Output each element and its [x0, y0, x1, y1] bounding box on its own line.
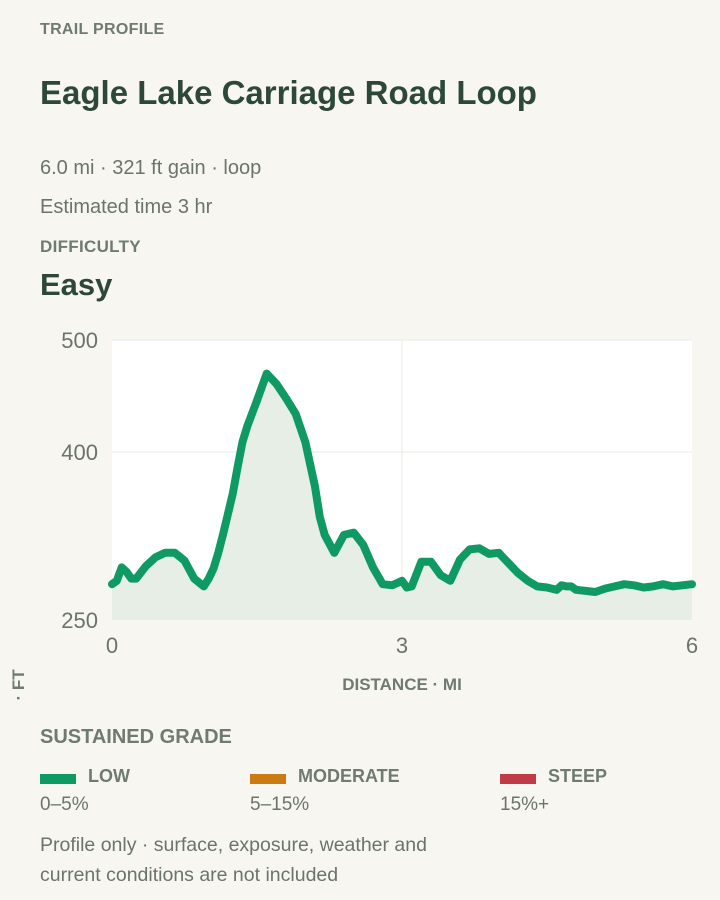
- grid-lines: [112, 339, 692, 620]
- legend-range-steep: 15%+: [500, 794, 550, 815]
- legend-swatch-steep: [500, 774, 536, 784]
- trail-title: Eagle Lake Carriage Road Loop: [40, 74, 537, 111]
- legend-swatch-moderate: [250, 774, 286, 784]
- legend-name-moderate: MODERATE: [298, 766, 400, 786]
- x-tick-label: 0: [106, 633, 118, 658]
- x-tick-label: 3: [396, 633, 408, 658]
- trail-stats: 6.0 mi · 321 ft gain · loop: [40, 157, 262, 179]
- axis-ticks: 250 400 500 0 3 6: [61, 328, 698, 658]
- y-tick-label: 400: [61, 440, 98, 465]
- legend-swatch-low: [40, 774, 76, 784]
- y-axis-label: ELEVATION · FT: [9, 669, 28, 700]
- elevation-line: [108, 369, 696, 596]
- elevation-chart: 250 400 500 0 3 6 ELEVATION · FT DISTANCE · M…: [9, 328, 698, 700]
- elevation-area: [112, 373, 692, 620]
- footnote: Profile only · surface, exposure, weathe…: [40, 834, 427, 886]
- x-tick-label: 6: [686, 633, 698, 658]
- x-axis-label: DISTANCE · MI: [342, 675, 462, 694]
- difficulty-value: Easy: [40, 267, 113, 302]
- legend-name-low: LOW: [88, 766, 130, 786]
- legend-name-steep: STEEP: [548, 766, 608, 786]
- legend-range-low: 0–5%: [40, 794, 89, 815]
- y-tick-label: 500: [61, 328, 98, 353]
- eyebrow-label: TRAIL PROFILE: [40, 21, 165, 38]
- y-tick-label: 250: [61, 608, 98, 633]
- estimated-time: Estimated time 3 hr: [40, 196, 213, 218]
- grade-legend-title: SUSTAINED GRADE: [40, 726, 232, 748]
- difficulty-label: DIFFICULTY: [40, 237, 141, 256]
- legend-range-moderate: 5–15%: [250, 794, 310, 815]
